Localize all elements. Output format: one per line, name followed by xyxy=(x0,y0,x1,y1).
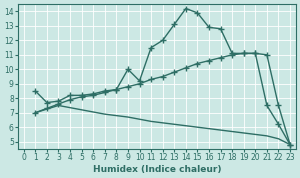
X-axis label: Humidex (Indice chaleur): Humidex (Indice chaleur) xyxy=(93,165,221,174)
